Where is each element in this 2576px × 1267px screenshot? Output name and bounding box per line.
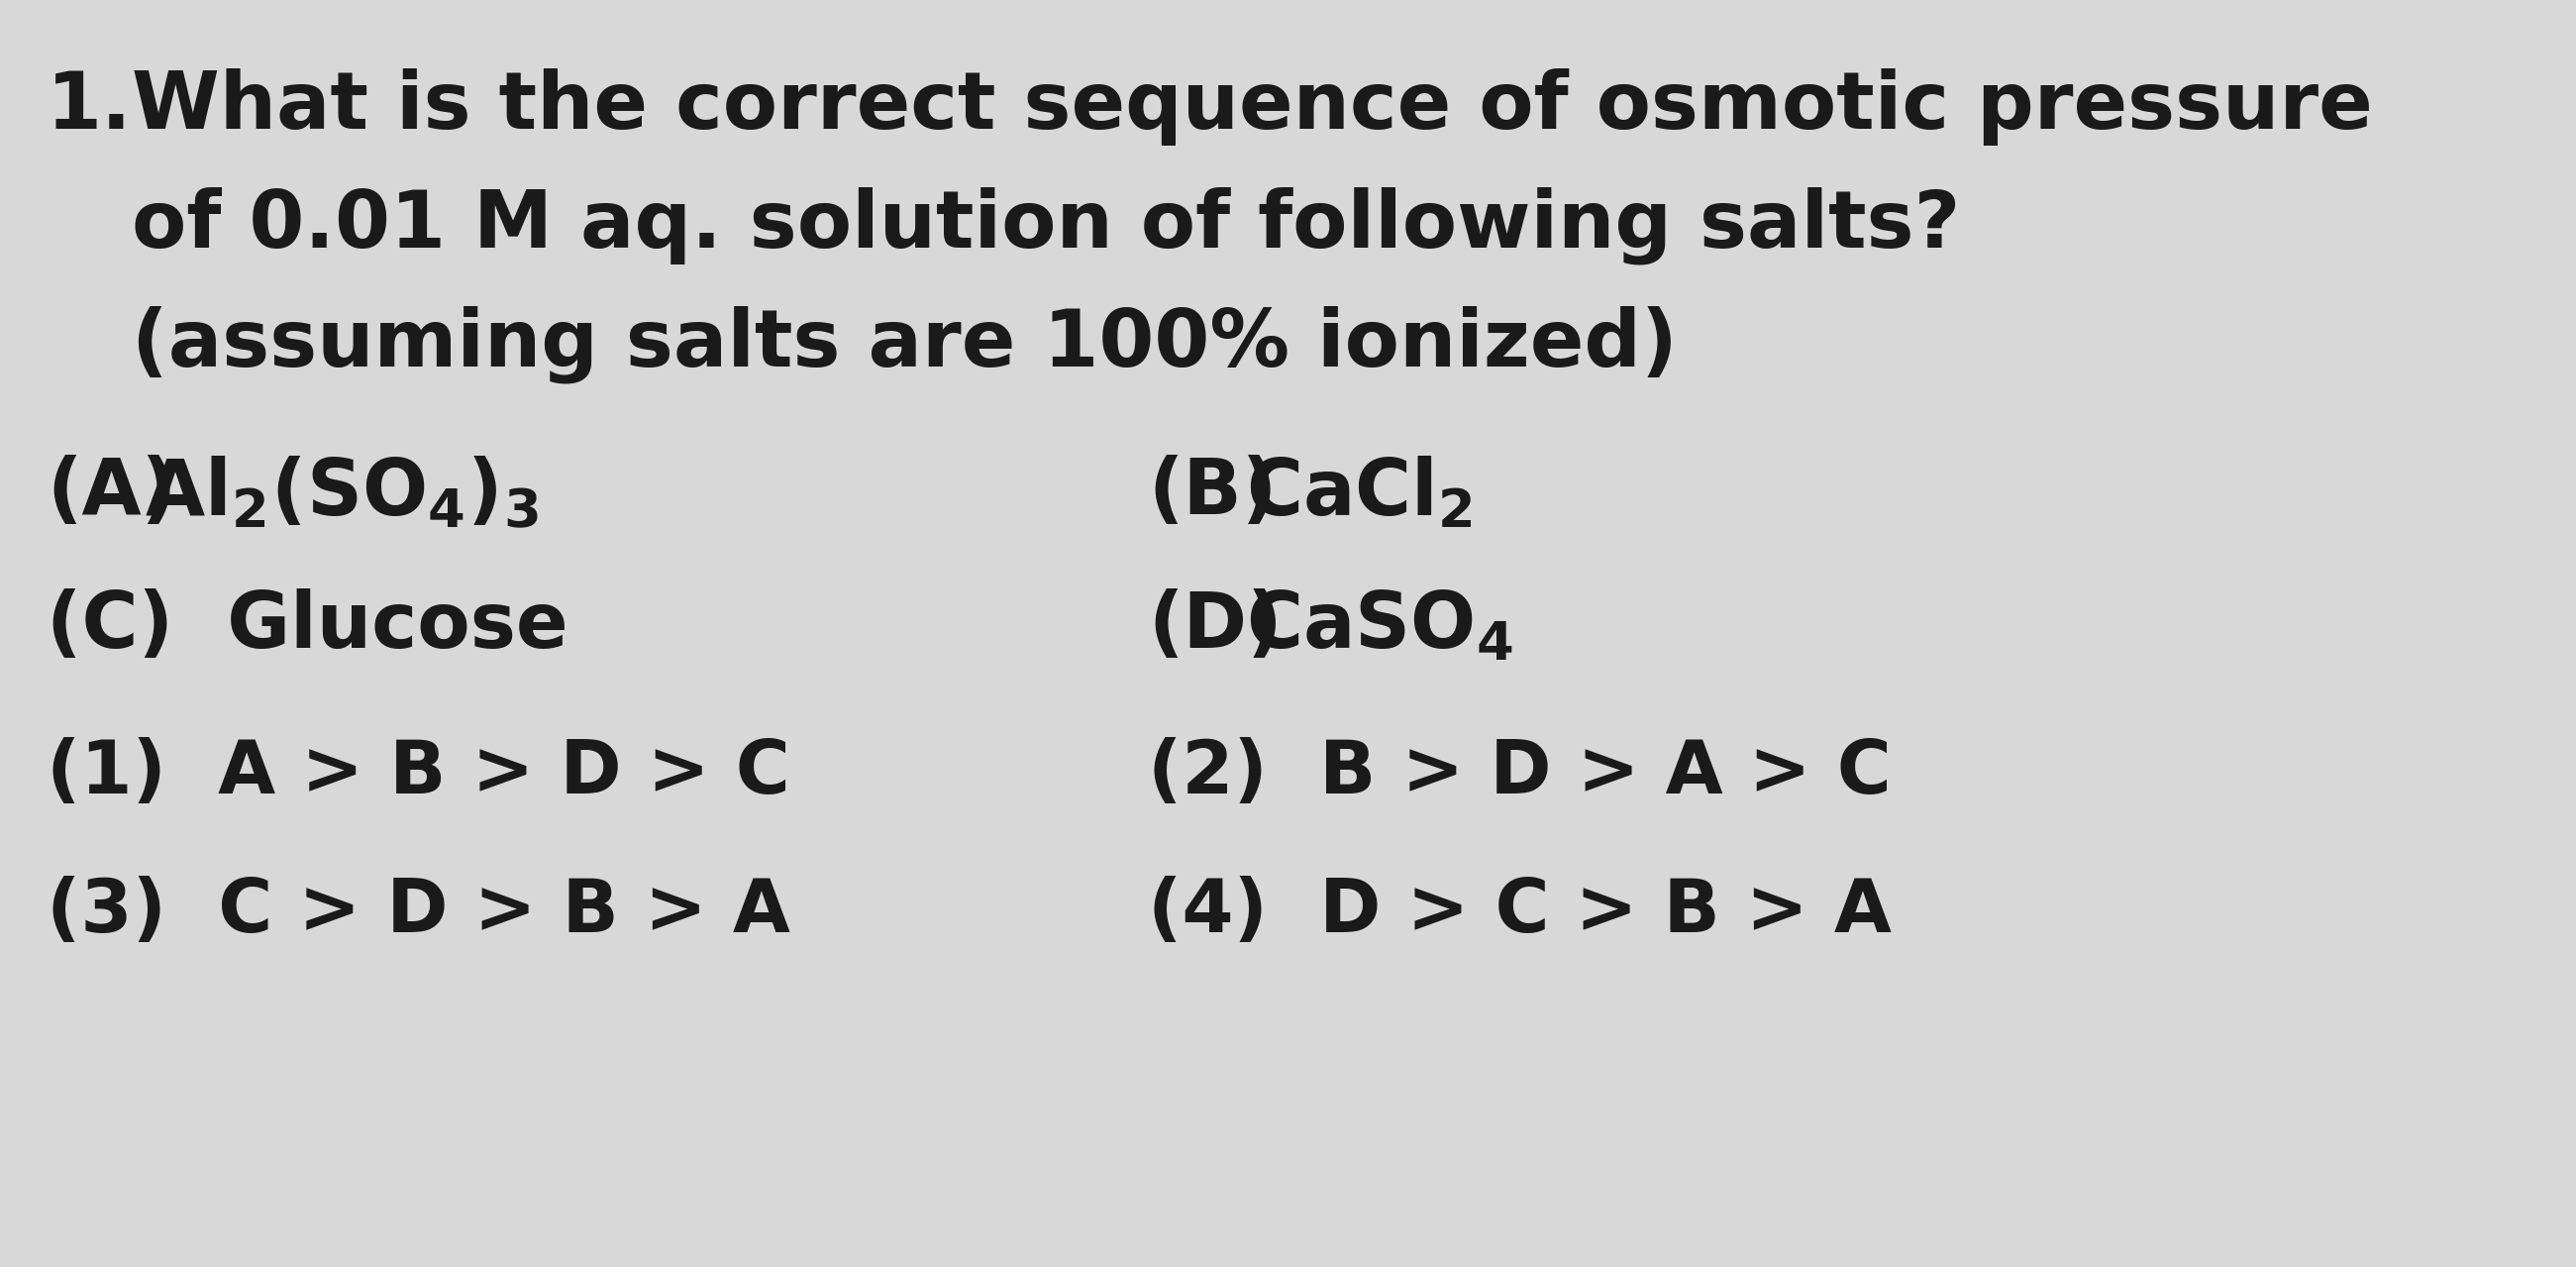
Text: (A): (A) — [46, 455, 178, 530]
Text: $\mathbf{Al_2(SO_4)_3}$: $\mathbf{Al_2(SO_4)_3}$ — [144, 455, 538, 532]
Text: of 0.01 M aq. solution of following salts?: of 0.01 M aq. solution of following salt… — [131, 188, 1960, 265]
Text: (1)  A > B > D > C: (1) A > B > D > C — [46, 737, 791, 810]
Text: (4)  D > C > B > A: (4) D > C > B > A — [1149, 875, 1891, 948]
Text: (D): (D) — [1149, 588, 1283, 664]
Text: (3)  C > D > B > A: (3) C > D > B > A — [46, 875, 791, 948]
Text: $\mathbf{CaSO_4}$: $\mathbf{CaSO_4}$ — [1247, 588, 1512, 664]
Text: (2)  B > D > A > C: (2) B > D > A > C — [1149, 737, 1891, 810]
Text: (C)  Glucose: (C) Glucose — [46, 588, 569, 664]
Text: (assuming salts are 100% ionized): (assuming salts are 100% ionized) — [131, 307, 1677, 384]
Text: (B): (B) — [1149, 455, 1278, 530]
Text: $\mathbf{CaCl_2}$: $\mathbf{CaCl_2}$ — [1247, 455, 1473, 531]
Text: What is the correct sequence of osmotic pressure: What is the correct sequence of osmotic … — [131, 68, 2372, 146]
Text: 1.: 1. — [46, 68, 131, 146]
